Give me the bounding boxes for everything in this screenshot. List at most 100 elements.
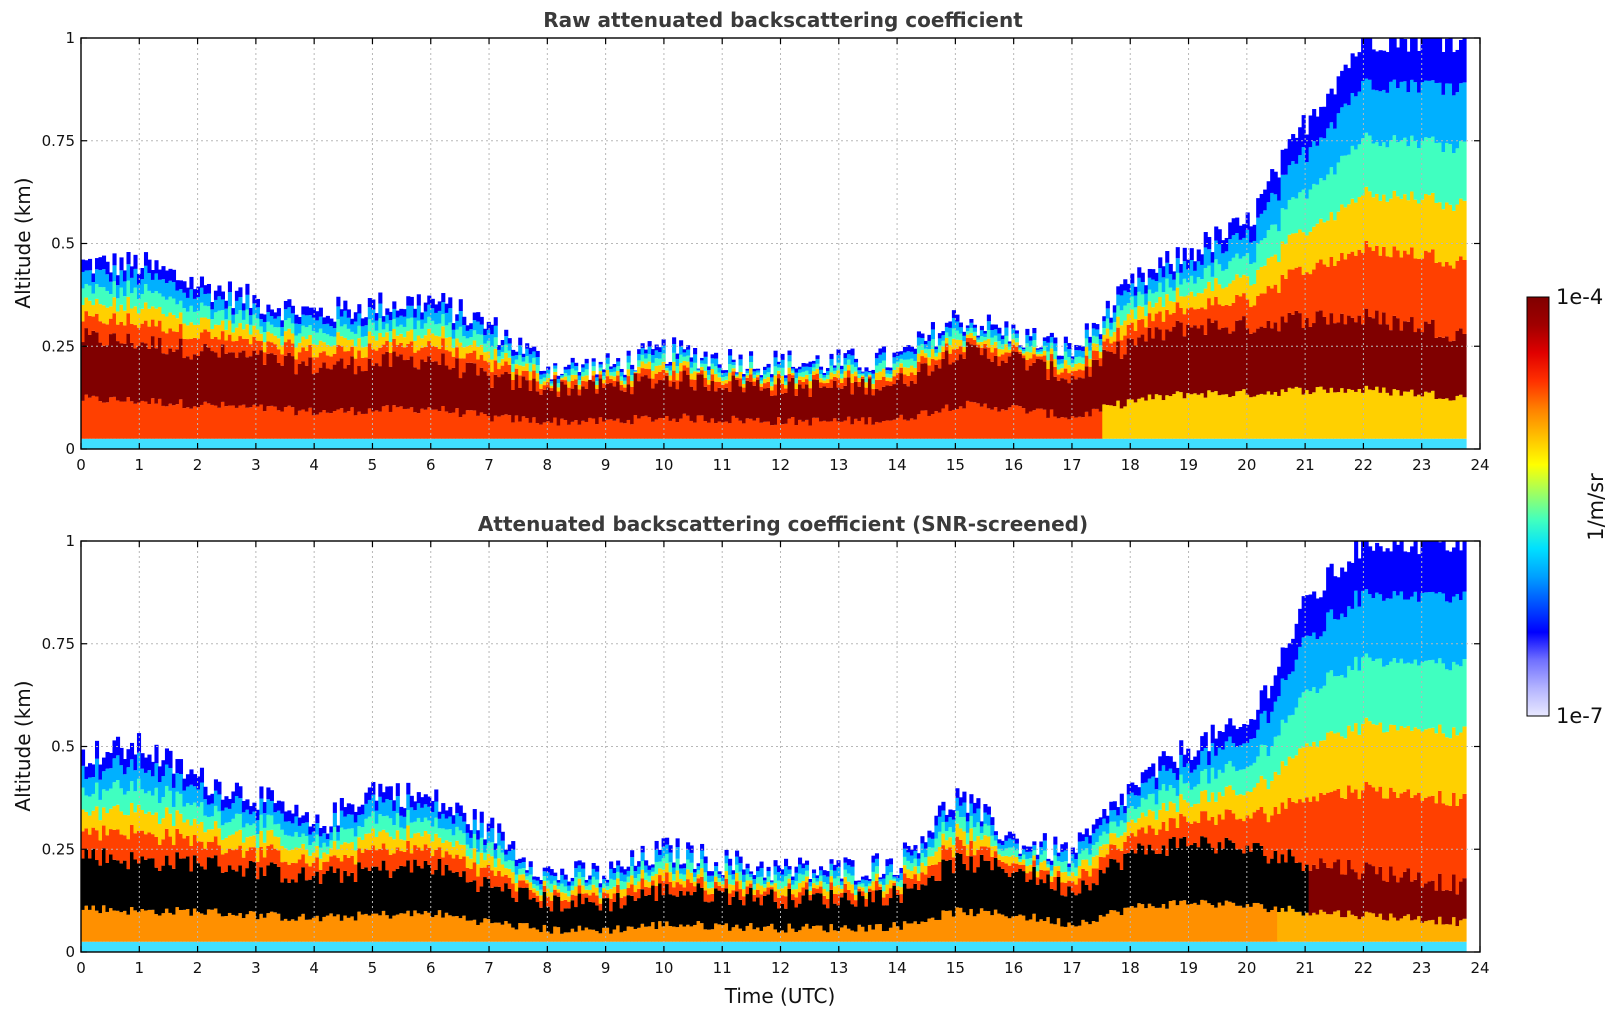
heatmap-cell <box>633 370 638 372</box>
heatmap-cell <box>133 348 138 404</box>
heatmap-cell <box>276 410 281 439</box>
heatmap-cell <box>717 381 722 388</box>
heatmap-cell <box>1452 340 1457 401</box>
heatmap-cell <box>1350 145 1355 199</box>
heatmap-cell <box>1424 391 1429 439</box>
heatmap-cell <box>958 406 963 439</box>
heatmap-cell <box>325 323 330 335</box>
heatmap-cell <box>609 366 614 369</box>
heatmap-cell <box>185 941 191 952</box>
heatmap-cell <box>703 863 708 873</box>
heatmap-cell <box>853 381 859 419</box>
heatmap-cell <box>784 858 789 867</box>
heatmap-cell <box>1420 438 1425 449</box>
grid <box>81 38 1480 449</box>
heatmap-cell <box>339 844 344 862</box>
heatmap-cell <box>895 372 901 380</box>
heatmap-cell <box>402 816 407 829</box>
heatmap-cell <box>881 368 887 377</box>
heatmap-cell <box>759 380 764 384</box>
heatmap-cell <box>129 293 135 309</box>
heatmap-cell <box>322 342 327 352</box>
heatmap-cell <box>990 337 995 345</box>
heatmap-cell <box>1280 274 1285 317</box>
heatmap-cell <box>1182 247 1187 262</box>
heatmap-cell <box>301 867 306 914</box>
heatmap-cell <box>1067 383 1072 420</box>
heatmap-cell <box>752 884 757 890</box>
heatmap-cell <box>864 394 869 425</box>
heatmap-cell <box>633 900 638 929</box>
heatmap-cell <box>115 400 121 439</box>
heatmap-cell <box>497 858 502 871</box>
heatmap-cell <box>668 881 673 895</box>
heatmap-cell <box>88 315 93 335</box>
heatmap-cell <box>122 860 128 911</box>
heatmap-cell <box>1035 438 1040 449</box>
heatmap-cell <box>444 941 449 952</box>
heatmap-cell <box>252 862 257 912</box>
heatmap-cell <box>1025 438 1030 449</box>
heatmap-cell <box>1088 350 1093 359</box>
heatmap-cell <box>682 365 687 371</box>
heatmap-cell <box>325 334 330 345</box>
heatmap-cell <box>465 844 470 857</box>
heatmap-cell <box>906 386 911 421</box>
heatmap-cell <box>283 834 288 849</box>
heatmap-cell <box>731 941 736 952</box>
heatmap-cell <box>367 319 372 332</box>
heatmap-cell <box>581 893 586 905</box>
heatmap-cell <box>752 378 757 382</box>
heatmap-cell <box>1046 417 1051 439</box>
heatmap-cell <box>979 336 984 342</box>
heatmap-cell <box>808 361 813 367</box>
heatmap-cell <box>881 376 887 387</box>
heatmap-cell <box>661 339 666 346</box>
heatmap-cell <box>217 296 222 311</box>
heatmap-cell <box>577 885 582 894</box>
heatmap-cell <box>647 941 652 952</box>
heatmap-cell <box>710 887 715 894</box>
heatmap-cell <box>1375 193 1380 246</box>
heatmap-cell <box>1305 235 1310 273</box>
heatmap-cell <box>542 871 547 877</box>
heatmap-cell <box>112 740 117 759</box>
heatmap-cell <box>1291 269 1296 315</box>
heatmap-cell <box>94 782 100 807</box>
heatmap-cell <box>1378 146 1383 201</box>
heatmap-cell <box>1039 349 1044 352</box>
heatmap-cell <box>672 880 677 888</box>
heatmap-cell <box>448 308 453 323</box>
heatmap-cell <box>584 363 589 370</box>
heatmap-cell <box>1077 369 1082 378</box>
heatmap-cell <box>672 418 677 439</box>
heatmap-cell <box>724 878 729 889</box>
heatmap-cell <box>899 373 904 415</box>
heatmap-cell <box>920 338 925 345</box>
heatmap-cell <box>602 383 607 388</box>
x-axis-label: Time (UTC) <box>724 984 836 1008</box>
heatmap-cell <box>1228 222 1233 240</box>
heatmap-cell <box>864 424 869 439</box>
heatmap-cell <box>1091 359 1096 409</box>
heatmap-cell <box>318 847 323 859</box>
heatmap-cell <box>325 344 330 356</box>
heatmap-cell <box>315 320 320 333</box>
heatmap-cell <box>703 901 708 930</box>
heatmap-cell <box>790 368 796 371</box>
heatmap-cell <box>171 438 177 449</box>
heatmap-cell <box>1165 262 1170 279</box>
heatmap-cell <box>787 361 792 368</box>
heatmap-cell <box>651 370 656 379</box>
heatmap-cell <box>479 822 484 838</box>
heatmap-cell <box>1291 197 1296 234</box>
heatmap-cell <box>693 872 698 877</box>
heatmap-cell <box>993 341 998 349</box>
heatmap-cell <box>171 298 177 315</box>
heatmap-cell <box>941 346 946 352</box>
heatmap-cell <box>797 369 803 373</box>
heatmap-cell <box>147 438 152 449</box>
heatmap-cell <box>406 809 411 826</box>
heatmap-cell <box>269 815 274 830</box>
heatmap-cell <box>1462 141 1467 201</box>
